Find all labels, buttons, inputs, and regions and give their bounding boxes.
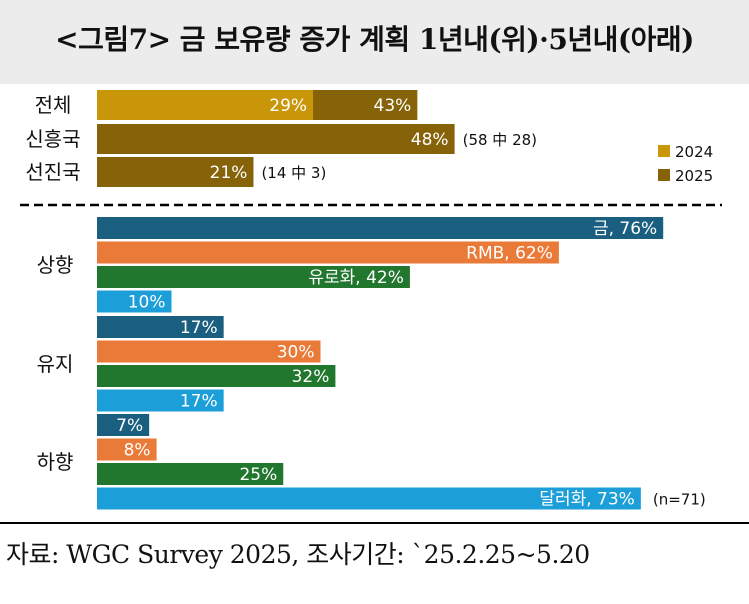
data-label: 달러화, 73% <box>539 490 635 510</box>
data-label: 17% <box>180 318 218 338</box>
legend-swatch <box>658 169 670 181</box>
bar-euro-bar <box>97 365 336 387</box>
footer-rule <box>0 522 749 524</box>
sample-annotation: (n=71) <box>653 491 706 509</box>
bar-rmb-bar <box>97 438 157 461</box>
data-label: 7% <box>116 416 143 436</box>
bar-rmb-bar <box>97 241 559 264</box>
category-label: 전체 <box>35 93 72 117</box>
legend-label: 2024 <box>675 143 713 161</box>
data-label: 10% <box>128 293 166 313</box>
chart-title: <그림7> 금 보유량 증가 계획 1년내(위)·5년내(아래) <box>55 23 694 56</box>
data-label: 48% <box>411 130 449 150</box>
category-label: 선진국 <box>25 160 80 184</box>
title-banner: <그림7> 금 보유량 증가 계획 1년내(위)·5년내(아래) <box>0 0 749 84</box>
group-label: 하향 <box>37 450 74 474</box>
data-label: 금, 76% <box>593 219 657 239</box>
bar-2024 <box>97 90 314 120</box>
bar-dollar-bar <box>97 389 224 412</box>
data-label: 32% <box>292 367 330 387</box>
legend-swatch <box>658 145 670 157</box>
data-label: 43% <box>374 96 412 116</box>
data-label: 유로화, 42% <box>308 268 404 288</box>
group-label: 상향 <box>37 253 74 277</box>
data-label: 21% <box>210 163 248 183</box>
data-label: 29% <box>269 96 307 116</box>
data-label: 30% <box>277 343 315 363</box>
bar-dollar-bar <box>97 487 641 510</box>
sample-annotation: (58 中 28) <box>463 131 537 149</box>
data-label: 25% <box>239 465 277 485</box>
bar-rmb-bar <box>97 340 321 363</box>
bar-gold-bar <box>97 316 224 338</box>
bar-euro-bar <box>97 463 284 485</box>
group-label: 유지 <box>37 352 74 376</box>
bar-gold-bar <box>97 414 150 436</box>
data-label: 8% <box>124 441 151 461</box>
bar-euro-bar <box>97 266 410 288</box>
bar-2025 <box>97 157 254 187</box>
bar-2025 <box>97 124 455 154</box>
bar-dollar-bar <box>97 290 172 313</box>
bar-gold-bar <box>97 217 664 239</box>
data-label: RMB, 62% <box>466 244 553 264</box>
category-label: 신흥국 <box>25 127 80 151</box>
bottom-chart: 상향 금, 76% RMB, 62% 유로화, 42% 10% 유지 17% 30% 32% 17… <box>37 217 706 510</box>
top-chart: 전체 43% 29% 신흥국 48% 선진국 21% (58 中 28) (14 中 3) 202… <box>25 90 713 187</box>
legend-label: 2025 <box>675 167 713 185</box>
data-label: 17% <box>180 392 218 412</box>
sample-annotation: (14 中 3) <box>261 164 326 182</box>
source-note: 자료: WGC Survey 2025, 조사기간: `25.2.25~5.20 <box>6 540 590 569</box>
